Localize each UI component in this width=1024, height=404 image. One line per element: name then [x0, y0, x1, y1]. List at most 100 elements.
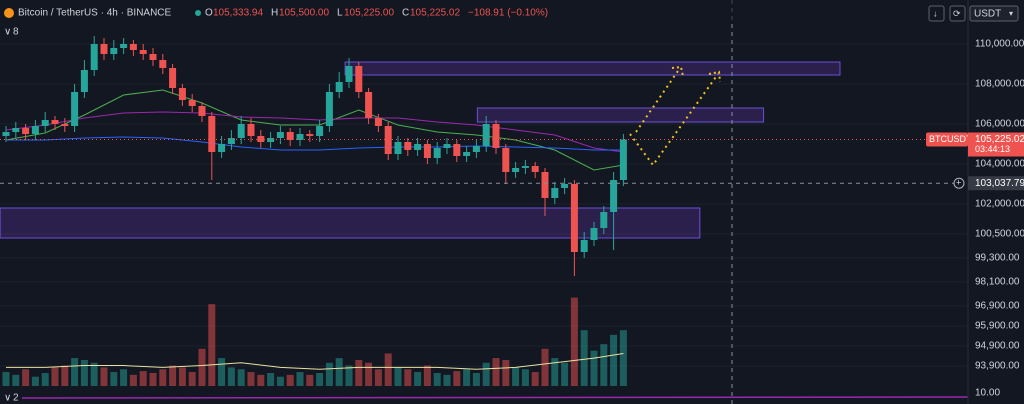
volume-bar	[237, 369, 245, 386]
svg-text:⟳: ⟳	[953, 8, 961, 18]
volume-bar	[22, 369, 30, 386]
svg-text:∨: ∨	[4, 393, 11, 404]
volume-bar	[198, 348, 206, 386]
volume-bar	[335, 358, 343, 386]
lower-pane-count: 2	[13, 393, 19, 404]
symbol-label: BTCUSDT	[929, 134, 972, 144]
volume-bar	[110, 372, 118, 386]
high-value: 105,500.00	[279, 8, 329, 19]
price-axis-bg	[968, 0, 1024, 404]
volume-bar	[276, 376, 284, 386]
y-tick-label: 94,900.00	[975, 341, 1020, 352]
volume-bar	[590, 350, 598, 386]
candle-body	[120, 44, 128, 48]
plus: +	[956, 178, 961, 188]
volume-bar	[12, 374, 20, 386]
volume-bar	[394, 367, 402, 386]
candle-body	[218, 144, 226, 152]
candle-body	[355, 66, 363, 92]
currency: USDT	[974, 9, 1001, 20]
candle-body	[492, 124, 500, 148]
projection	[629, 65, 721, 167]
lower-pane-tick: 10.00	[975, 388, 1000, 399]
candle-body	[276, 132, 284, 138]
y-tick-label: 99,300.00	[975, 253, 1020, 264]
volume-bar	[453, 371, 461, 386]
candle-body	[610, 180, 618, 212]
add-alert-button	[953, 177, 965, 189]
y-tick-label: 95,900.00	[975, 321, 1020, 332]
candle-body	[2, 132, 10, 136]
volume-bar	[90, 362, 98, 386]
countdown: 03:44:13	[975, 144, 1010, 154]
candle-body	[51, 120, 59, 124]
volume-bar	[561, 362, 569, 386]
volume-bar	[482, 362, 490, 386]
candle-body	[129, 44, 137, 50]
candle-body	[208, 116, 216, 152]
volume-bar	[404, 369, 412, 386]
volume-bar	[100, 367, 108, 386]
reset-button[interactable]	[949, 5, 966, 22]
symbol-badge	[926, 132, 968, 147]
candle-body	[188, 100, 196, 106]
candle-body	[90, 44, 98, 70]
last-price-label: 105,225.02	[975, 134, 1024, 145]
download-button[interactable]	[928, 5, 945, 22]
volume-bar	[414, 372, 422, 386]
price-badge	[968, 132, 1024, 157]
volume-bar	[159, 369, 167, 386]
zone	[344, 61, 841, 76]
candle-body	[12, 128, 20, 132]
currency-select[interactable]	[969, 5, 1019, 22]
candle-body	[521, 166, 529, 168]
coin-icon	[4, 8, 14, 18]
candle-body	[502, 148, 510, 172]
volume-bar	[296, 372, 304, 386]
y-tick-label: 102,000.00	[975, 199, 1024, 210]
candle-body	[345, 66, 353, 82]
volume-bar	[610, 334, 618, 386]
lower-pane-line	[21, 396, 969, 399]
y-tick-label: 96,900.00	[975, 301, 1020, 312]
candle-body	[423, 144, 431, 158]
candle-body	[443, 144, 451, 148]
crosshair-badge	[968, 176, 1024, 191]
volume-ma	[6, 352, 624, 370]
volume-bar	[521, 369, 529, 386]
y-tick-label: 100,500.00	[975, 229, 1024, 240]
volume-bar	[208, 304, 216, 386]
volume-bar	[129, 374, 137, 386]
volume-bar	[169, 365, 177, 386]
candle-body	[482, 124, 490, 146]
volume-bar	[61, 365, 69, 386]
volume-bar	[80, 359, 88, 386]
candle-body	[198, 106, 206, 116]
candle-body	[531, 166, 539, 172]
volume-bar	[178, 367, 186, 386]
volume-bar	[463, 369, 471, 386]
volume-bar	[580, 330, 588, 386]
candle-body	[561, 184, 569, 188]
volume-bar	[365, 362, 373, 386]
volume-bar	[267, 372, 275, 386]
candle-body	[71, 92, 79, 126]
volume-bar	[51, 367, 59, 386]
volume-bar	[149, 372, 157, 386]
volume-bar	[286, 374, 294, 386]
candle-body	[41, 120, 49, 126]
volume-bar	[541, 348, 549, 386]
candle-body	[365, 92, 373, 118]
volume-bar	[218, 358, 226, 386]
candle-body	[22, 128, 30, 134]
volume-bar	[570, 297, 578, 386]
volume-bar	[345, 365, 353, 386]
candle-body	[414, 144, 422, 150]
candle-body	[306, 134, 314, 136]
volume-bar	[188, 372, 196, 386]
candle-body	[237, 124, 245, 138]
volume-bar	[316, 372, 324, 386]
volume-bar	[384, 353, 392, 386]
volume-bar	[443, 374, 451, 386]
